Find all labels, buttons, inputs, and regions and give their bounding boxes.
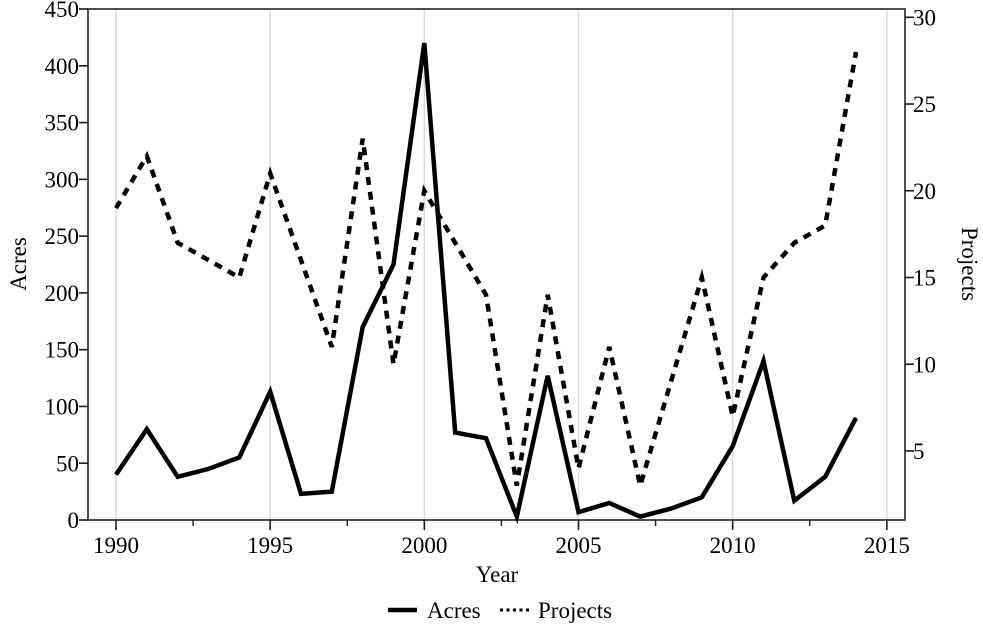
vertical-gridlines: [115, 9, 888, 520]
right-axis-title: Projects: [957, 227, 982, 301]
left-tick-label-450: 450: [45, 0, 80, 22]
left-tick-label-400: 400: [45, 54, 80, 79]
x-tick-label-2000: 2000: [401, 533, 447, 558]
left-axis-title: Acres: [6, 237, 31, 291]
x-tick-label-2005: 2005: [555, 533, 601, 558]
x-tick-label-2015: 2015: [864, 533, 910, 558]
left-tick-label-150: 150: [45, 338, 80, 363]
right-axis-ticks: [905, 16, 914, 452]
right-tick-label-20: 20: [913, 179, 936, 204]
left-tick-label-50: 50: [56, 451, 79, 476]
plot-border-box: [87, 8, 906, 521]
right-tick-label-5: 5: [913, 439, 925, 464]
left-tick-label-0: 0: [68, 508, 80, 533]
legend: Acres Projects: [388, 598, 612, 623]
right-axis-tick-labels: 5 10 15 20 25 30: [913, 5, 936, 464]
x-tick-label-1990: 1990: [93, 533, 139, 558]
x-tick-label-2010: 2010: [710, 533, 756, 558]
projects-dashed-line: [114, 51, 859, 495]
x-axis-title: Year: [476, 562, 519, 587]
left-tick-label-250: 250: [45, 224, 80, 249]
left-axis-ticks: [79, 8, 88, 521]
x-tick-label-1995: 1995: [247, 533, 293, 558]
left-tick-label-200: 200: [45, 281, 80, 306]
left-axis-tick-labels: 0 50 100 150 200 250 300 350 400 450: [45, 0, 80, 533]
right-tick-label-15: 15: [913, 266, 936, 291]
acres-solid-line: [114, 42, 858, 525]
right-tick-label-10: 10: [913, 352, 936, 377]
right-tick-label-25: 25: [913, 92, 936, 117]
x-axis-major-ticks: [115, 520, 888, 530]
legend-projects-label: Projects: [538, 598, 612, 623]
left-tick-label-300: 300: [45, 167, 80, 192]
x-axis-tick-labels: 1990 1995 2000 2005 2010 2015: [93, 533, 910, 558]
right-tick-label-30: 30: [913, 5, 936, 30]
x-axis-minor-ticks: [192, 520, 811, 526]
legend-acres-label: Acres: [427, 598, 481, 623]
left-tick-label-100: 100: [45, 394, 80, 419]
left-tick-label-350: 350: [45, 111, 80, 136]
